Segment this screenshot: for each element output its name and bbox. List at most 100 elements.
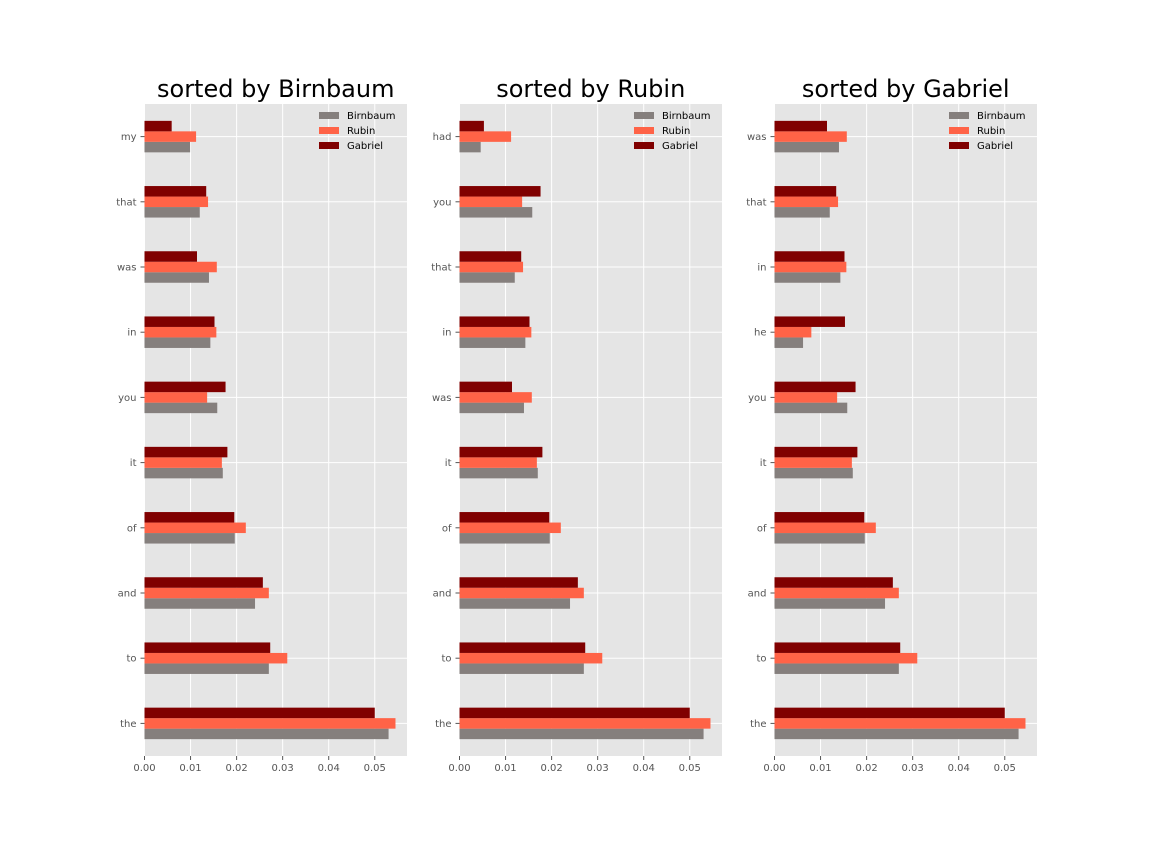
chart-title: sorted by Gabriel — [802, 75, 1010, 103]
bar-birnbaum — [774, 533, 865, 544]
bar-rubin — [144, 326, 217, 338]
bar-gabriel — [144, 707, 375, 719]
x-tick-label: 0.00 — [448, 763, 470, 774]
x-tick-label: 0.02 — [855, 763, 877, 774]
legend-label: Rubin — [662, 126, 690, 137]
legend-label: Birnbaum — [977, 111, 1025, 122]
y-tick-label: that — [431, 263, 451, 274]
bar-rubin — [774, 718, 1026, 729]
legend-label: Rubin — [977, 126, 1005, 137]
bar-birnbaum — [144, 663, 269, 674]
bar-birnbaum — [459, 467, 538, 479]
bar-gabriel — [459, 316, 530, 327]
x-tick-label: 0.03 — [902, 763, 924, 774]
bar-rubin — [144, 652, 288, 664]
bar-rubin — [144, 392, 208, 403]
bar-rubin — [144, 587, 269, 599]
bar-rubin — [774, 522, 876, 534]
bar-gabriel — [774, 316, 845, 327]
y-tick-label: my — [121, 132, 137, 143]
bar-gabriel — [144, 577, 263, 588]
bar-gabriel — [144, 642, 271, 653]
bar-birnbaum — [144, 402, 218, 414]
bar-birnbaum — [144, 533, 235, 544]
bar-gabriel — [144, 186, 207, 197]
y-tick-label: was — [432, 393, 452, 404]
legend-label: Birnbaum — [347, 111, 395, 122]
bar-gabriel — [144, 446, 228, 458]
x-tick-label: 0.03 — [272, 763, 294, 774]
y-tick-label: it — [445, 458, 452, 469]
bar-rubin — [774, 587, 899, 599]
legend-swatch-rubin — [319, 127, 339, 134]
y-tick-label: you — [433, 197, 451, 208]
y-tick-label: to — [756, 654, 766, 665]
legend-label: Birnbaum — [662, 111, 710, 122]
chart-title: sorted by Rubin — [496, 75, 685, 103]
bar-gabriel — [774, 120, 827, 132]
bar-gabriel — [459, 186, 541, 197]
x-tick-label: 0.05 — [364, 763, 386, 774]
bar-birnbaum — [774, 663, 899, 674]
bar-gabriel — [144, 120, 172, 132]
y-tick-label: that — [116, 197, 136, 208]
bar-rubin — [459, 522, 561, 534]
y-tick-label: that — [746, 197, 766, 208]
x-tick-label: 0.01 — [494, 763, 516, 774]
bar-birnbaum — [774, 598, 886, 609]
y-tick-label: to — [441, 654, 451, 665]
x-tick-label: 0.02 — [540, 763, 562, 774]
bar-rubin — [459, 261, 524, 273]
y-tick-label: the — [120, 719, 136, 730]
bar-rubin — [459, 718, 711, 729]
bar-rubin — [459, 131, 512, 142]
y-tick-label: and — [433, 589, 452, 600]
y-tick-label: in — [757, 263, 766, 274]
x-tick-label: 0.05 — [679, 763, 701, 774]
x-tick-label: 0.01 — [179, 763, 201, 774]
bar-gabriel — [144, 316, 215, 327]
x-tick-label: 0.00 — [763, 763, 785, 774]
bar-gabriel — [774, 251, 845, 262]
y-tick-label: in — [127, 328, 136, 339]
bar-rubin — [144, 196, 209, 208]
y-tick-label: of — [127, 523, 137, 534]
bar-birnbaum — [459, 207, 533, 218]
bar-rubin — [459, 652, 603, 664]
bar-gabriel — [144, 512, 235, 523]
bar-rubin — [774, 392, 838, 403]
bar-birnbaum — [144, 598, 256, 609]
bar-birnbaum — [144, 728, 389, 740]
bar-gabriel — [774, 381, 856, 393]
bar-gabriel — [459, 707, 690, 719]
legend-label: Rubin — [347, 126, 375, 137]
bar-birnbaum — [459, 533, 550, 544]
bar-birnbaum — [774, 728, 1019, 740]
bar-birnbaum — [774, 272, 841, 283]
y-tick-label: had — [433, 132, 452, 143]
bar-rubin — [459, 326, 532, 338]
bar-gabriel — [774, 446, 858, 458]
bar-rubin — [144, 718, 396, 729]
y-tick-label: of — [442, 523, 452, 534]
bar-birnbaum — [459, 598, 571, 609]
bar-birnbaum — [144, 337, 211, 348]
bar-gabriel — [774, 577, 893, 588]
bar-rubin — [144, 261, 217, 273]
y-tick-label: was — [117, 263, 137, 274]
bar-gabriel — [144, 251, 197, 262]
legend-swatch-gabriel — [949, 142, 969, 149]
y-tick-label: to — [126, 654, 136, 665]
bar-gabriel — [459, 446, 543, 458]
legend-label: Gabriel — [662, 141, 698, 152]
bar-gabriel — [459, 251, 522, 262]
y-tick-label: of — [757, 523, 767, 534]
y-tick-label: was — [747, 132, 767, 143]
bar-birnbaum — [144, 141, 191, 153]
bar-birnbaum — [774, 141, 839, 153]
bar-rubin — [459, 392, 532, 403]
y-tick-label: and — [748, 589, 767, 600]
bar-rubin — [144, 522, 246, 534]
legend-swatch-rubin — [949, 127, 969, 134]
